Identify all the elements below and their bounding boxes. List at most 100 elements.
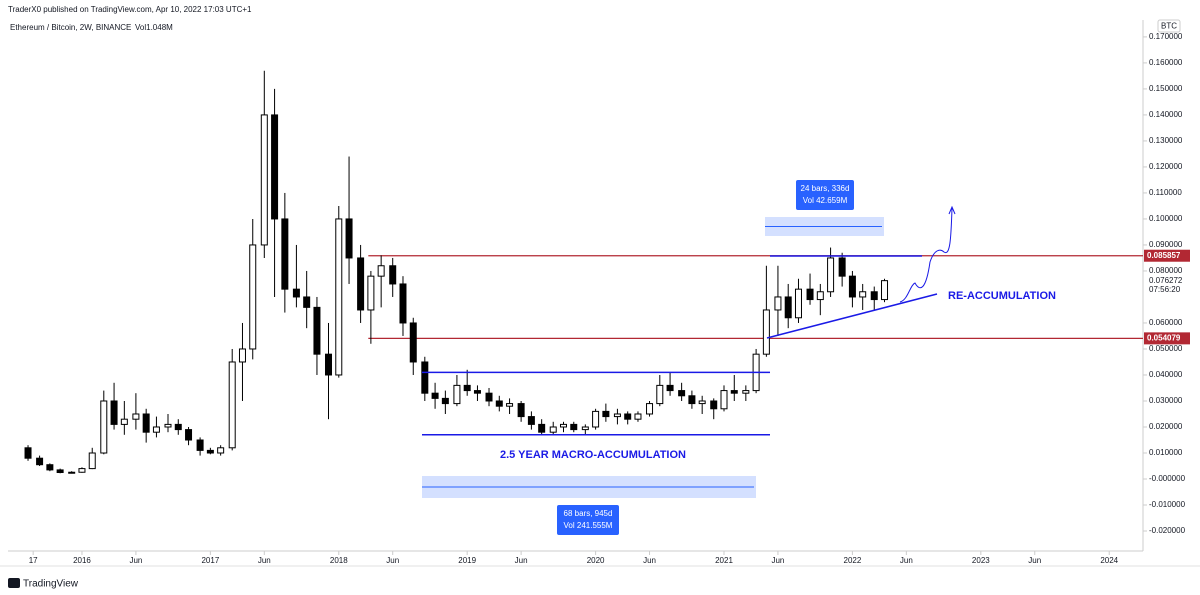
- y-tick-label: -0.010000: [1149, 500, 1186, 509]
- candle-body: [110, 400, 118, 425]
- candle-body: [495, 400, 503, 407]
- candle-body: [164, 423, 172, 428]
- candle-body: [602, 410, 610, 418]
- candle-body: [527, 416, 535, 425]
- drawings: 24 bars, 336d Vol 42.659M 68 bars, 945d …: [422, 180, 1056, 535]
- candle-body: [613, 413, 621, 418]
- y-tick-label: 0.120000: [1149, 162, 1183, 171]
- y-tick-label: 0.080000: [1149, 266, 1183, 275]
- candle-body: [142, 413, 150, 433]
- symbol: Ethereum / Bitcoin, 2W, BINANCE: [10, 23, 131, 32]
- candle-body: [409, 322, 417, 363]
- candle-body: [313, 306, 321, 355]
- x-tick-label: Jun: [386, 556, 399, 565]
- candle-body: [698, 400, 706, 405]
- candle-body: [132, 413, 140, 420]
- candle-body: [688, 395, 696, 405]
- brand: TradingView: [23, 579, 79, 590]
- y-tick-label: 0.050000: [1149, 344, 1183, 353]
- candle-body: [720, 390, 728, 410]
- y-tick-label: 0.030000: [1149, 396, 1183, 405]
- candle-body: [678, 390, 686, 397]
- y-tick-label: 0.150000: [1149, 84, 1183, 93]
- currency: BTC: [1161, 22, 1177, 31]
- candle-body: [592, 410, 600, 428]
- x-tick-label: Jun: [1028, 556, 1041, 565]
- range-label: Vol 42.659M: [803, 196, 848, 205]
- x-tick-label: 2022: [844, 556, 862, 565]
- candle-body: [249, 244, 257, 350]
- candle-body: [848, 275, 856, 298]
- x-tick-label: 17: [29, 556, 38, 565]
- x-tick-label: 2018: [330, 556, 348, 565]
- candle-body: [24, 447, 32, 459]
- candle-body: [794, 288, 802, 319]
- candle-body: [78, 468, 86, 473]
- y-tick-label: 0.040000: [1149, 370, 1183, 379]
- level-label-box: [1144, 249, 1190, 262]
- candle-body: [506, 403, 514, 407]
- x-tick-label: 2019: [458, 556, 476, 565]
- x-tick-label: 2021: [715, 556, 733, 565]
- y-tick-label: 0.010000: [1149, 448, 1183, 457]
- candle-body: [260, 114, 268, 246]
- x-tick-label: 2023: [972, 556, 990, 565]
- candle-body: [816, 291, 824, 301]
- candle-body: [100, 400, 108, 454]
- x-tick-label: Jun: [258, 556, 271, 565]
- candle-body: [646, 403, 654, 415]
- x-tick-label: 2016: [73, 556, 91, 565]
- candle-body: [292, 288, 300, 298]
- candle-body: [377, 265, 385, 277]
- candle-body: [399, 283, 407, 324]
- candle-body: [806, 288, 814, 301]
- candle-body: [762, 309, 770, 355]
- range-label: 68 bars, 945d: [564, 509, 613, 518]
- candle-body: [730, 390, 738, 394]
- candle-body: [656, 384, 664, 405]
- range-label-box: [557, 505, 619, 535]
- candle-body: [335, 218, 343, 376]
- candle-body: [838, 257, 846, 277]
- candle-body: [303, 296, 311, 308]
- candle-body: [859, 291, 867, 298]
- candle-body: [389, 265, 397, 285]
- candle-body: [431, 392, 439, 399]
- x-tick-label: Jun: [900, 556, 913, 565]
- candle-body: [710, 400, 718, 410]
- candle-body: [870, 291, 878, 301]
- currency-box: [1157, 19, 1181, 33]
- volume: Vol1.048M: [135, 23, 173, 32]
- y-tick-label: 0.170000: [1149, 32, 1183, 41]
- candle-body: [441, 397, 449, 405]
- candle-body: [46, 464, 54, 471]
- x-tick-label: 2024: [1100, 556, 1118, 565]
- candle-body: [217, 447, 225, 454]
- candle-body: [538, 423, 546, 433]
- candle-body: [742, 390, 750, 394]
- trendline: [766, 293, 938, 339]
- projection-arrow: [899, 207, 953, 303]
- candle-body: [666, 384, 674, 392]
- y-tick-label: 0.020000: [1149, 422, 1183, 431]
- x-tick-label: 2020: [587, 556, 605, 565]
- annotation: 2.5 YEAR MACRO-ACCUMULATION: [500, 449, 686, 461]
- level-label-box: [1144, 332, 1190, 345]
- last-price: 0.076272: [1149, 276, 1183, 285]
- candle-body: [473, 390, 481, 394]
- candle-body: [345, 218, 353, 259]
- candle-body: [325, 353, 333, 376]
- candle-body: [453, 384, 461, 405]
- candle-body: [367, 275, 375, 311]
- candle-body: [634, 413, 642, 420]
- candle-body: [238, 348, 246, 363]
- candle-body: [485, 392, 493, 402]
- publisher: TraderX0 published on TradingView.com, A…: [8, 5, 252, 14]
- y-tick-label: 0.100000: [1149, 214, 1183, 223]
- candle-body: [68, 471, 76, 474]
- x-tick-label: Jun: [515, 556, 528, 565]
- candle-body: [196, 439, 204, 451]
- candle-body: [559, 423, 567, 428]
- candle-body: [881, 280, 889, 301]
